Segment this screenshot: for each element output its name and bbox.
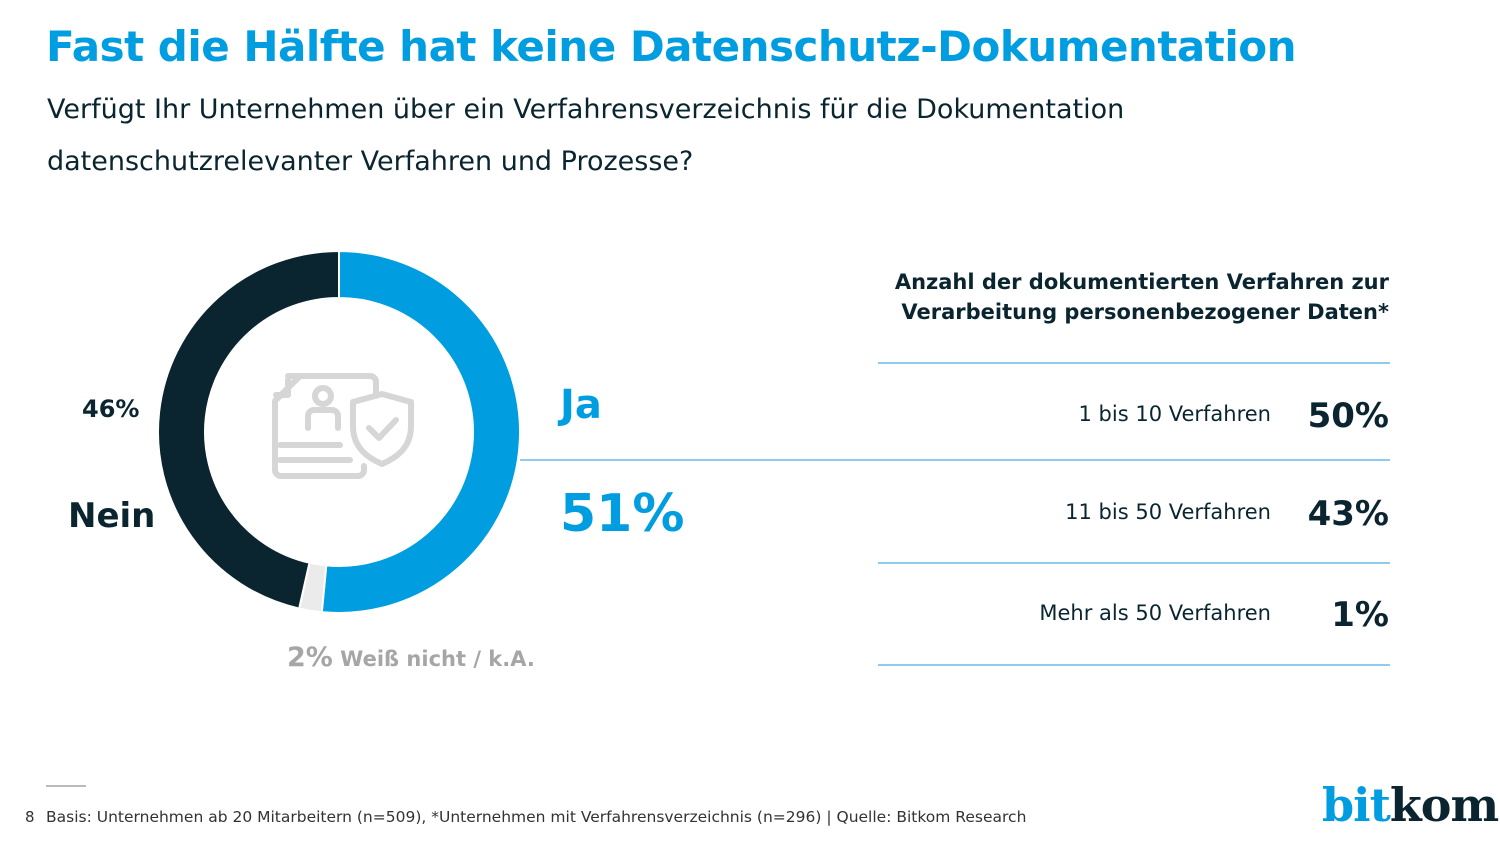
logo-text-bit: bit — [1322, 778, 1391, 832]
table-row-label: 11 bis 50 Verfahren — [1065, 500, 1271, 524]
bitkom-logo: bitkom — [1322, 778, 1499, 832]
table-divider — [878, 664, 1390, 666]
donut-chart — [157, 249, 521, 614]
document-person-shield-check-icon — [272, 373, 414, 479]
donut-slice-nein — [157, 249, 340, 610]
page-title: Fast die Hälfte hat keine Datenschutz-Do… — [46, 22, 1296, 71]
nein-label: Nein — [68, 496, 156, 536]
table-divider — [878, 562, 1390, 564]
logo-text-kom: kom — [1389, 778, 1499, 832]
nein-percent-label: 46% — [82, 395, 140, 423]
table-row-label: 1 bis 10 Verfahren — [1078, 402, 1271, 426]
footer-divider — [46, 785, 86, 787]
table-row-value: 50% — [1307, 396, 1389, 436]
table-row-value: 1% — [1331, 595, 1389, 635]
table-row-label: Mehr als 50 Verfahren — [1039, 601, 1271, 625]
table-row-value: 43% — [1307, 494, 1389, 534]
table-divider — [878, 362, 1390, 364]
question-subtitle: Verfügt Ihr Unternehmen über ein Verfahr… — [47, 94, 1125, 177]
ja-percent-label: 51% — [560, 484, 685, 544]
page-number: 8 — [25, 808, 35, 826]
donut-slice-ja — [320, 249, 521, 614]
footnote: Basis: Unternehmen ab 20 Mitarbeitern (n… — [46, 808, 1027, 826]
ja-connector-line — [520, 459, 1390, 461]
table-title: Anzahl der dokumentierten Verfahren zur … — [894, 270, 1389, 324]
ja-label: Ja — [560, 382, 602, 428]
unknown-label: 2% Weiß nicht / k.A. — [287, 642, 535, 673]
unknown-name: Weiß nicht / k.A. — [340, 647, 535, 671]
unknown-percent: 2% — [287, 642, 333, 673]
